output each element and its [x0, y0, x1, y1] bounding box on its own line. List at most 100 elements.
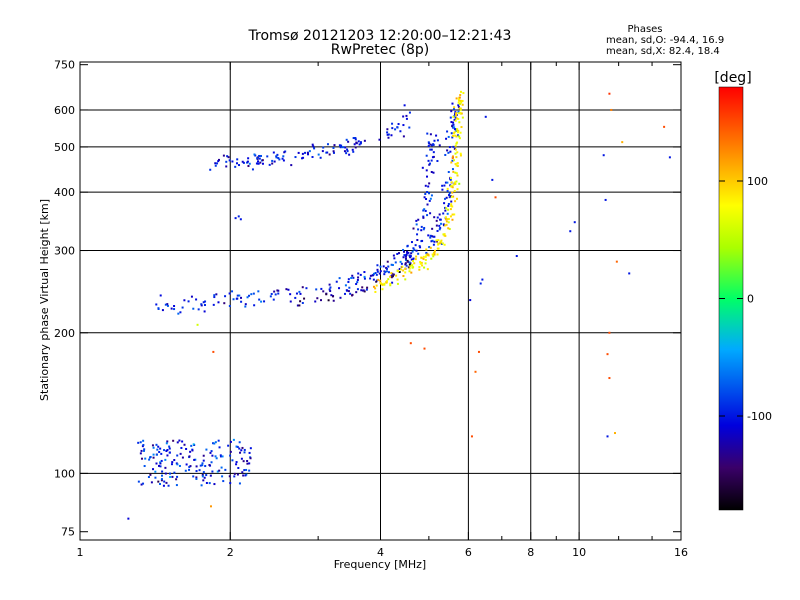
echo-point — [351, 274, 354, 277]
echo-point — [212, 303, 215, 306]
echo-point — [426, 132, 429, 135]
echo-point — [429, 143, 432, 146]
echo-point — [404, 263, 407, 266]
echo-point — [402, 256, 405, 259]
stats-o-mode: mean, sd,O: -94.4, 16.9 — [606, 35, 724, 46]
echo-point — [166, 304, 169, 307]
echo-point — [227, 444, 230, 447]
echo-point — [241, 160, 244, 163]
echo-point — [152, 446, 155, 449]
echo-point — [451, 205, 454, 208]
echo-point — [399, 268, 402, 271]
echo-point — [439, 242, 442, 245]
echo-point — [423, 208, 426, 211]
echo-point — [614, 432, 616, 435]
echo-point — [410, 241, 413, 244]
echo-point — [428, 192, 431, 195]
echo-point — [127, 517, 130, 520]
echo-point — [363, 290, 366, 293]
echo-point — [137, 480, 140, 483]
echo-point — [296, 304, 299, 307]
echo-point — [446, 130, 449, 133]
echo-point — [412, 260, 415, 263]
echo-point — [608, 377, 611, 380]
colorbar-tick-label: 100 — [747, 175, 768, 188]
echo-point — [457, 101, 460, 104]
echo-point — [451, 125, 454, 128]
echo-point — [419, 261, 422, 264]
echo-point — [278, 158, 281, 161]
echo-point — [450, 121, 453, 124]
echo-point — [162, 484, 165, 487]
echo-point — [430, 235, 433, 238]
echo-point — [246, 296, 249, 299]
echo-point — [154, 476, 157, 479]
echo-point — [200, 303, 203, 306]
echo-point — [447, 221, 450, 224]
echo-point — [437, 243, 440, 246]
echo-point — [435, 239, 438, 242]
echo-point — [195, 465, 198, 468]
echo-point — [164, 472, 167, 475]
echo-point — [398, 270, 401, 273]
echo-point — [163, 480, 166, 483]
echo-point — [420, 261, 423, 264]
echo-point — [350, 277, 353, 280]
echo-point — [410, 252, 413, 255]
echo-point — [397, 123, 400, 126]
echo-point — [455, 172, 458, 175]
x-tick-label: 6 — [465, 546, 472, 559]
echo-point — [193, 458, 196, 461]
echo-point — [394, 261, 397, 264]
echo-point — [481, 278, 484, 281]
echo-point — [436, 139, 439, 142]
echo-point — [459, 131, 462, 134]
echo-point — [214, 455, 217, 458]
echo-point — [181, 306, 184, 309]
echo-point — [424, 193, 427, 195]
echo-point — [344, 284, 347, 287]
echo-point — [455, 97, 458, 100]
echo-point — [460, 101, 463, 104]
echo-point — [391, 275, 394, 278]
echo-point — [228, 292, 231, 295]
echo-point — [444, 234, 447, 237]
echo-point — [457, 106, 460, 109]
echo-point — [438, 224, 441, 227]
echo-point — [402, 124, 405, 127]
echo-point — [447, 202, 450, 205]
echo-point — [458, 107, 461, 110]
echo-point — [228, 475, 231, 478]
echo-point — [249, 447, 252, 450]
echo-point — [415, 255, 418, 258]
echo-point — [422, 255, 425, 258]
echo-point — [188, 468, 191, 471]
echo-point — [461, 103, 464, 106]
echo-point — [188, 455, 191, 458]
echo-point — [426, 214, 429, 217]
echo-point — [201, 462, 204, 465]
echo-point — [307, 153, 310, 156]
echo-point — [423, 347, 426, 350]
echo-point — [141, 445, 144, 448]
echo-point — [456, 162, 459, 165]
echo-points — [127, 90, 671, 520]
echo-point — [203, 304, 206, 307]
echo-point — [198, 469, 201, 472]
echo-point — [402, 115, 405, 118]
echo-point — [427, 145, 430, 148]
echo-point — [449, 116, 452, 119]
echo-point — [408, 270, 411, 273]
echo-point — [427, 234, 430, 237]
echo-point — [332, 151, 335, 154]
echo-point — [327, 299, 330, 302]
echo-point — [143, 465, 146, 468]
echo-point — [139, 452, 142, 455]
echo-point — [455, 112, 458, 115]
echo-point — [573, 221, 576, 224]
echo-point — [460, 112, 463, 115]
echo-point — [363, 275, 366, 278]
echo-point — [348, 286, 351, 289]
echo-point — [379, 265, 382, 268]
echo-point — [416, 239, 419, 242]
